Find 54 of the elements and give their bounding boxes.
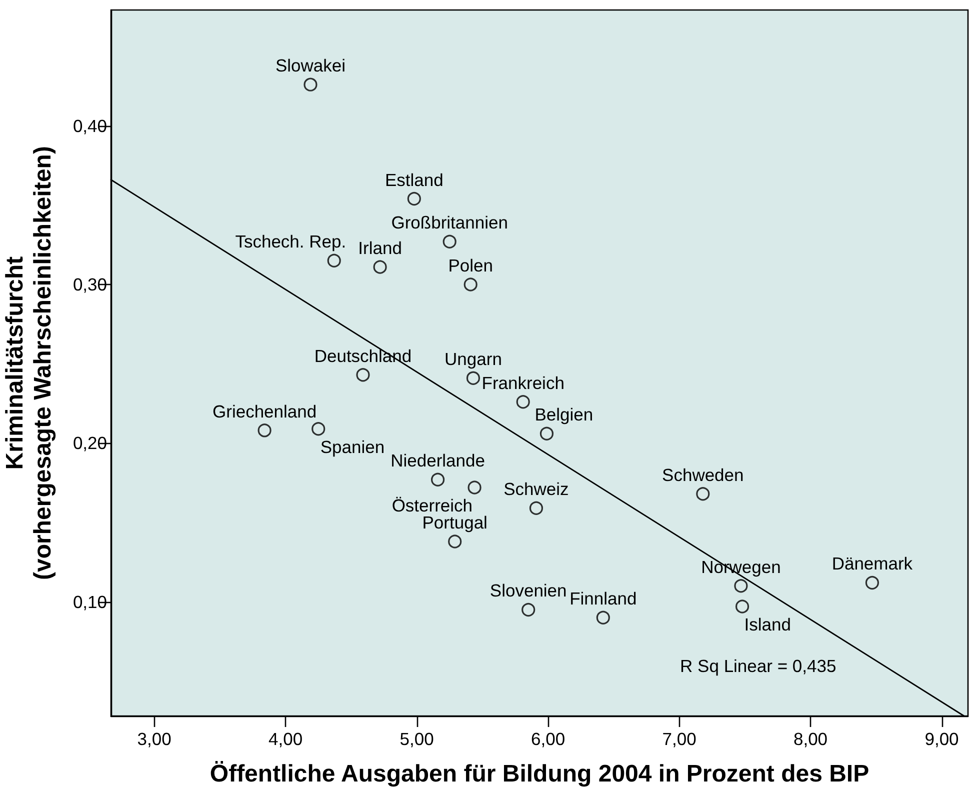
x-tick-label: 7,00 bbox=[662, 729, 697, 749]
x-tick-label: 8,00 bbox=[793, 729, 828, 749]
x-tick-label: 9,00 bbox=[924, 729, 960, 749]
annotation: Irland bbox=[358, 238, 402, 258]
annotation: Großbritannien bbox=[391, 212, 508, 233]
annotation: Island bbox=[744, 614, 791, 635]
point bbox=[522, 602, 536, 616]
point bbox=[431, 472, 445, 486]
point bbox=[529, 501, 544, 515]
point bbox=[464, 278, 478, 292]
annotation: Belgien bbox=[534, 404, 594, 425]
annotation: Dänemark bbox=[832, 554, 913, 574]
annotation: Tschech. Rep. bbox=[235, 232, 346, 252]
y-tick-label: 0,20 bbox=[72, 433, 108, 454]
annotation: Frankreich bbox=[482, 372, 564, 393]
annotation: Niederlande bbox=[390, 450, 485, 471]
annotation: Estland bbox=[384, 170, 444, 190]
y-axis-title: Kriminalitätsfurcht (vorhergesagte Wahrscheinlichkeiten) bbox=[2, 146, 56, 580]
annotation: Slowakei bbox=[275, 56, 346, 76]
point bbox=[865, 576, 879, 590]
point bbox=[304, 78, 318, 92]
x-tick-label: 6,00 bbox=[531, 729, 566, 749]
point bbox=[596, 610, 610, 624]
annotation: Griechenland bbox=[212, 401, 317, 422]
point bbox=[735, 600, 750, 614]
point bbox=[734, 579, 748, 593]
y-tick-label: 0,40 bbox=[72, 116, 108, 136]
annotation: Ungarn bbox=[444, 349, 502, 370]
x-tick-label: 5,00 bbox=[400, 729, 434, 749]
point bbox=[327, 254, 341, 268]
annotation: Slovenien bbox=[490, 580, 567, 601]
point bbox=[466, 371, 480, 385]
point bbox=[407, 192, 421, 206]
point bbox=[312, 422, 326, 436]
point bbox=[516, 395, 530, 409]
annotation: Spanien bbox=[320, 436, 385, 457]
point bbox=[448, 534, 462, 548]
y-tick-label: 0,10 bbox=[72, 592, 108, 612]
y-tick-label: 0,30 bbox=[72, 274, 108, 294]
x-tick-label: 3,00 bbox=[137, 729, 172, 749]
x-axis-title: Öffentliche Ausgaben für Bildung 2004 in Prozent des BIP bbox=[210, 760, 870, 788]
x-tick-label: 4,00 bbox=[268, 729, 303, 749]
point bbox=[468, 480, 482, 494]
point bbox=[373, 260, 387, 274]
annotation: R Sq Linear = 0,435 bbox=[680, 656, 836, 676]
point bbox=[696, 487, 710, 501]
annotation: Polen bbox=[448, 255, 493, 276]
point bbox=[442, 234, 456, 248]
point bbox=[258, 424, 272, 438]
annotation: Schweden bbox=[662, 464, 744, 485]
annotation: Finnland bbox=[570, 588, 637, 609]
annotation: Schweiz bbox=[504, 479, 569, 500]
point bbox=[356, 368, 370, 382]
point bbox=[540, 426, 554, 440]
